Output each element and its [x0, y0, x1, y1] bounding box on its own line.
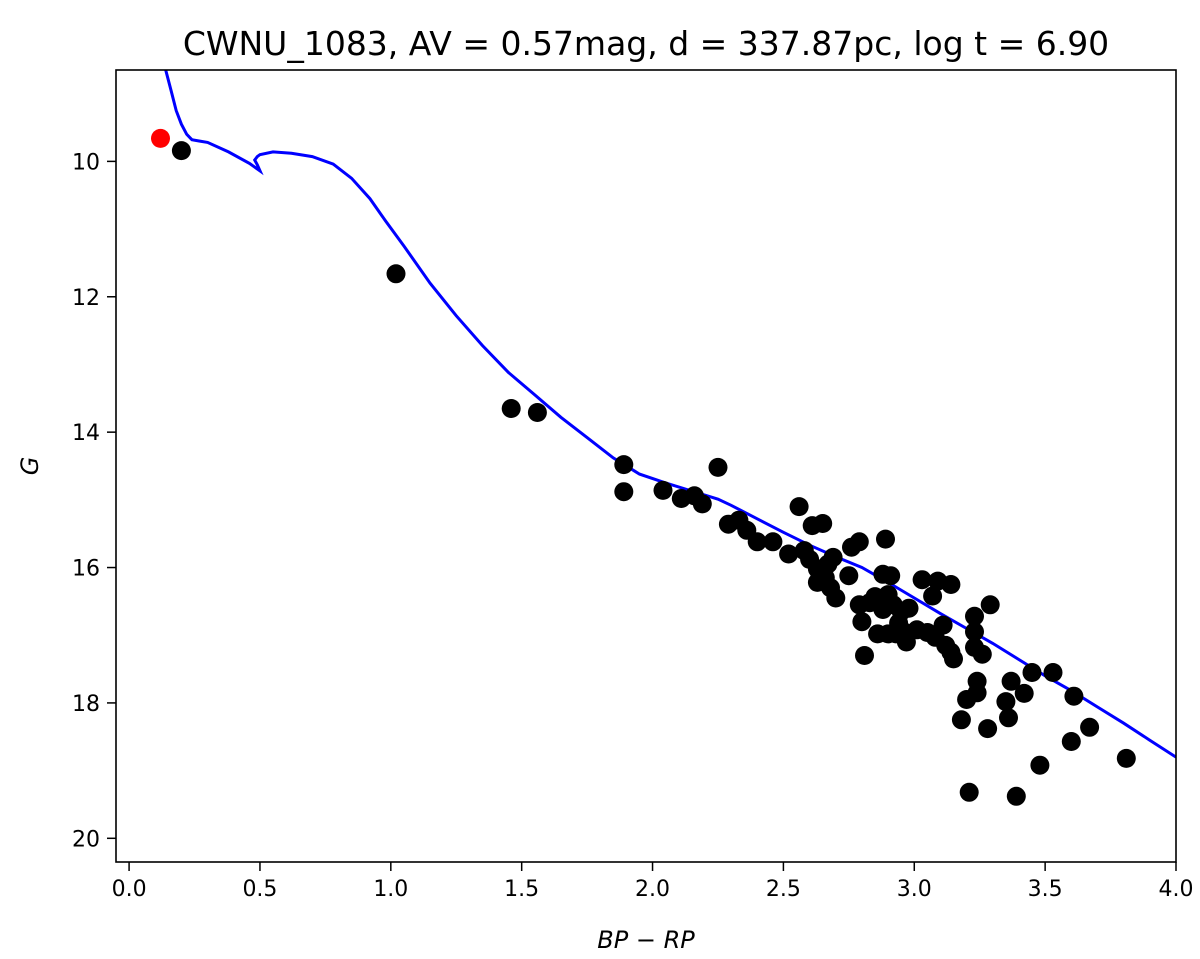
- x-axis: 0.0 0.5 1.0 1.5 2.0 2.5 3.0 3.5 4.0: [112, 862, 1194, 902]
- member-star-point: [967, 683, 987, 703]
- member-star-point: [692, 494, 712, 514]
- member-star-point: [1006, 786, 1026, 806]
- member-star-point: [899, 598, 919, 618]
- member-star-point: [972, 644, 992, 664]
- member-star-point: [1116, 748, 1136, 768]
- member-star-point: [826, 588, 846, 608]
- member-star-point: [1022, 663, 1042, 682]
- member-star-point: [708, 457, 728, 477]
- member-star-point: [1061, 732, 1081, 751]
- x-tick-label: 3.0: [897, 877, 932, 902]
- member-star-point: [614, 482, 634, 502]
- y-axis-label: G: [16, 457, 44, 476]
- x-axis-label: BP − RP: [597, 926, 695, 954]
- member-star-point: [1043, 663, 1063, 682]
- member-star-point: [813, 514, 833, 533]
- member-star-point: [965, 622, 984, 642]
- x-tick-label: 1.0: [373, 877, 408, 902]
- member-star-point: [763, 532, 783, 552]
- x-tick-label: 2.0: [635, 877, 670, 902]
- member-star-point: [1001, 671, 1021, 691]
- y-tick-label: 10: [72, 150, 100, 175]
- member-star-point: [852, 612, 872, 632]
- member-star-point: [653, 480, 673, 500]
- member-star-point: [1064, 686, 1084, 706]
- y-tick-label: 14: [72, 421, 100, 446]
- isochrone-line: [164, 70, 1176, 759]
- member-star-point: [933, 615, 953, 635]
- member-star-point: [980, 595, 1000, 615]
- plot-area: [151, 70, 1176, 806]
- member-star-point: [779, 544, 799, 564]
- member-star-point: [789, 497, 809, 517]
- x-tick-label: 1.5: [504, 877, 539, 902]
- member-star-point: [823, 547, 843, 567]
- member-star-point: [614, 455, 634, 475]
- member-star-point: [501, 399, 521, 418]
- member-star-point: [839, 566, 859, 586]
- x-tick-label: 4.0: [1159, 877, 1194, 902]
- member-star-point: [855, 646, 874, 665]
- y-tick-label: 12: [72, 286, 100, 311]
- x-tick-label: 3.5: [1028, 877, 1063, 902]
- member-star-point: [1014, 683, 1034, 703]
- x-tick-label: 2.5: [766, 877, 801, 902]
- member-star-point: [386, 264, 406, 284]
- member-star-point: [996, 692, 1016, 712]
- y-tick-label: 18: [72, 692, 100, 717]
- member-star-point: [876, 529, 895, 549]
- member-star-point: [912, 570, 932, 590]
- x-tick-label: 0.5: [242, 877, 277, 902]
- member-star-point: [849, 532, 869, 552]
- member-star-point: [1030, 755, 1050, 775]
- member-star-point: [959, 782, 979, 802]
- member-star-point: [923, 586, 943, 606]
- member-star-point: [1080, 717, 1100, 737]
- plot-frame: [115, 69, 1177, 863]
- member-star-point: [951, 710, 971, 730]
- member-star-point: [941, 575, 961, 594]
- y-axis: 10 12 14 16 18 20: [72, 150, 116, 852]
- member-star-point: [965, 606, 984, 626]
- member-star-point: [978, 719, 998, 739]
- member-star-point: [527, 403, 547, 422]
- member-star-point: [881, 566, 901, 586]
- member-star-point: [944, 649, 963, 669]
- y-tick-label: 20: [72, 827, 100, 852]
- member-star-point: [171, 141, 191, 161]
- member-star-point: [747, 532, 767, 552]
- highlight-star-point: [151, 128, 170, 148]
- member-star-point: [999, 708, 1018, 728]
- chart-title: CWNU_1083, AV = 0.57mag, d = 337.87pc, l…: [183, 24, 1109, 63]
- y-tick-label: 16: [72, 557, 100, 582]
- x-tick-label: 0.0: [112, 877, 147, 902]
